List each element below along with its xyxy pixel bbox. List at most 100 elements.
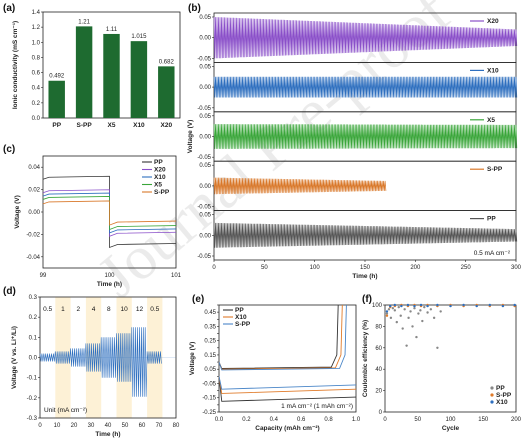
panel-f-point <box>475 304 478 308</box>
panel-e-letter: (e) <box>192 294 204 305</box>
panel-b-ytick-label: 0.00 <box>199 184 211 190</box>
panel-f-point <box>385 310 389 313</box>
panel-d-ytick-label: -0.2 <box>27 396 38 402</box>
panel-f-ytick-label: 100 <box>372 303 383 309</box>
panel-e-discharge-line <box>218 376 357 390</box>
panel-f-point <box>426 304 429 308</box>
panel-f-point <box>436 346 439 349</box>
panel-b-annotation: 0.5 mA cm⁻² <box>474 250 511 257</box>
panel-f-point <box>393 303 397 307</box>
panel-e-xlabel: Capacity (mAh cm⁻²) <box>255 425 319 432</box>
panel-b-ytick-label: -0.05 <box>197 56 211 62</box>
panel-f-point <box>513 303 516 307</box>
panel-f-point <box>391 307 395 310</box>
panel-b-xlabel: Time (h) <box>352 273 377 280</box>
panel-f-point <box>419 309 422 312</box>
panel-b-ytick-label: 0.00 <box>199 36 211 42</box>
panel-c-ytick-label: -0.02 <box>26 232 40 238</box>
panel-f-point <box>397 305 400 309</box>
panel-f-point <box>421 319 424 323</box>
panel-c-legend-label: X10 <box>154 174 166 181</box>
panel-b-ytick-label: 0.05 <box>199 15 211 21</box>
panel-f-point <box>407 316 410 320</box>
panel-e-ytick-label: -0.05 <box>202 381 216 387</box>
panel-a-xtick-label: PP <box>52 122 61 129</box>
panel-e-annotation: 1 mA cm⁻² (1 mAh cm⁻²) <box>281 403 353 410</box>
panel-f-ytick-label: 20 <box>375 389 382 395</box>
panel-b-series-line <box>213 124 518 149</box>
panel-f-point <box>387 308 391 311</box>
panel-d-xtick-label: 70 <box>156 423 163 429</box>
panel-e-xtick-label: 0.0 <box>215 417 224 423</box>
panel-d-xtick-label: 50 <box>122 423 129 429</box>
panel-a-ytick-label: 1.2 <box>32 25 41 31</box>
panel-d-rate-chart: (d) -0.3 -0.2 -0.1 0.0 0.1 0.2 0.3 0 10 20 30 40 50 60… <box>3 286 180 438</box>
panel-f-point <box>405 344 408 347</box>
panel-d-xtick-label: 0 <box>38 423 42 429</box>
panel-f-point <box>432 316 436 320</box>
panel-a-ytick-label: 0.0 <box>32 116 41 122</box>
panel-c-zoom-chart: (c) -0.04 -0.02 0.00 0.02 0.04 99 100 101 Time (h… <box>3 144 182 288</box>
panel-f-point <box>409 310 412 313</box>
panel-e-legend-label: PP <box>235 307 244 314</box>
panel-e-charge-line <box>218 304 347 371</box>
panel-d-rate-label: 12 <box>136 306 144 313</box>
panel-d-letter: (d) <box>3 286 16 297</box>
panel-b-legend-label: S-PP <box>487 166 503 173</box>
panel-f-point <box>429 308 433 311</box>
panel-f-xtick-label: 150 <box>478 417 489 423</box>
panel-e-ytick-label: 0.35 <box>204 324 216 330</box>
panel-b-series-line <box>213 76 518 98</box>
panel-f-point <box>395 320 398 324</box>
panel-d-xtick-label: 10 <box>54 423 61 429</box>
panel-c-xtick-label: 100 <box>104 273 115 279</box>
panel-a-letter: (a) <box>3 3 15 14</box>
panel-d-ytick-label: 0.1 <box>29 335 38 341</box>
panel-a-ytick-label: 0.6 <box>32 71 41 77</box>
panel-e-xtick-label: 1.0 <box>352 417 361 423</box>
panel-b-ytick-label: 0.05 <box>199 163 211 169</box>
panel-f-point <box>385 312 389 315</box>
panel-b-ytick-label: 0.05 <box>199 64 211 70</box>
panel-b-series-line <box>213 222 518 248</box>
panel-c-legend-label: X20 <box>154 167 166 174</box>
panel-d-unit-label: Unit (mA cm⁻²) <box>44 407 87 414</box>
panel-a-value-label: 1.21 <box>78 19 90 25</box>
panel-b-ytick-label: 0.00 <box>199 233 211 239</box>
panel-f-point <box>393 309 397 312</box>
panel-c-xtick-label: 101 <box>171 273 182 279</box>
panel-f-legend-label: X10 <box>496 399 508 406</box>
panel-c-letter: (c) <box>3 144 15 155</box>
panel-f-legend-label: S-PP <box>496 392 512 399</box>
panel-f-point <box>415 335 418 339</box>
panel-f-letter: (f) <box>362 294 372 305</box>
panel-e-frame <box>218 304 357 413</box>
panel-a-ytick-label: 1.4 <box>32 10 41 16</box>
panel-e-ytick-label: 0.25 <box>204 339 216 345</box>
panel-d-ytick-label: -0.1 <box>27 376 38 382</box>
panel-d-rate-label: 10 <box>121 306 129 313</box>
panel-b-legend-label: X5 <box>487 117 495 124</box>
panel-c-xtick-label: 99 <box>40 273 47 279</box>
panel-a-ylabel: Ionic conductivity (mS cm⁻¹) <box>12 21 19 109</box>
panel-f-point <box>426 311 429 314</box>
panel-b-ytick-label: -0.05 <box>197 155 211 161</box>
panel-d-ytick-label: 0.3 <box>29 295 38 301</box>
panel-e-xtick-label: 0.2 <box>242 417 251 423</box>
panel-f-point <box>389 316 393 320</box>
panel-f-efficiency-chart: (f) 0 20 40 60 80 100 0 50 100 150 200 Cycle Coulombi… <box>362 294 522 432</box>
panel-e-ytick-label: -0.15 <box>202 396 216 402</box>
panel-a-ytick-label: 0.4 <box>32 86 41 92</box>
panel-b-legend-label: X20 <box>487 18 499 25</box>
panel-b-xtick-label: 100 <box>310 265 321 271</box>
panel-f-point <box>385 314 389 317</box>
panel-f-xtick-label: 100 <box>445 417 456 423</box>
panel-f-point <box>449 304 452 308</box>
panel-d-xtick-label: 20 <box>71 423 78 429</box>
panel-b-series-line <box>213 177 387 195</box>
panel-a-ytick-label: 0.8 <box>32 55 41 61</box>
panel-b-ytick-label: 0.05 <box>199 114 211 120</box>
panel-b-legend-label: PP <box>487 216 496 223</box>
panel-a-bar-chart: (a) 0.0 0.2 0.4 0.6 0.8 1.0 1.2 1.4 Ionic conduct… <box>3 3 181 129</box>
panel-b-letter: (b) <box>188 3 201 14</box>
